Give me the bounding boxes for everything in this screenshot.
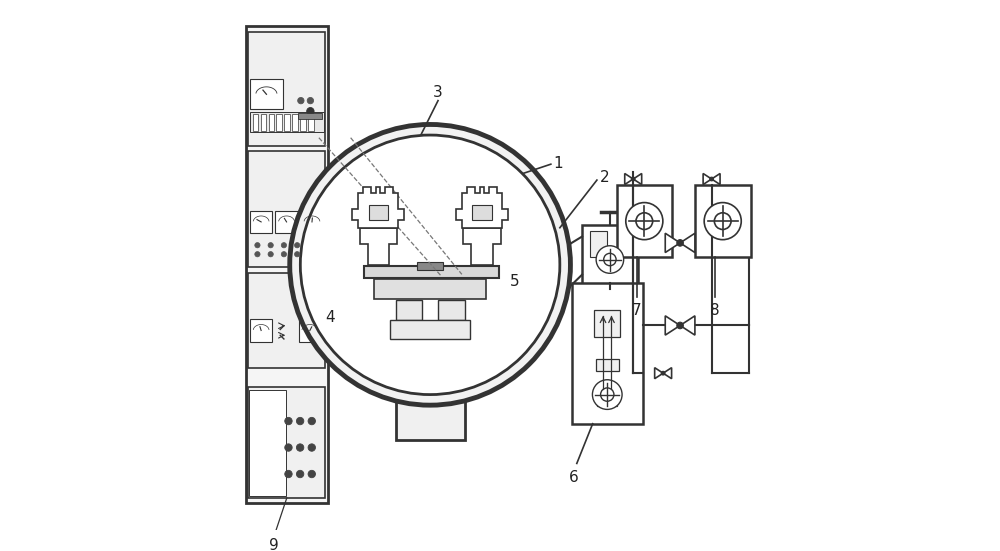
Bar	[695, 185, 751, 257]
Bar	[250, 320, 272, 342]
Bar	[248, 151, 325, 267]
Circle shape	[298, 98, 304, 104]
Bar	[390, 321, 470, 339]
Circle shape	[704, 203, 741, 240]
Circle shape	[290, 125, 570, 405]
Circle shape	[296, 417, 304, 425]
Polygon shape	[663, 368, 672, 379]
Bar	[396, 296, 465, 440]
Circle shape	[661, 371, 665, 375]
Circle shape	[296, 471, 304, 478]
Bar	[292, 115, 298, 131]
Circle shape	[295, 242, 300, 248]
Text: 6: 6	[569, 471, 579, 485]
Circle shape	[308, 471, 315, 478]
Bar	[590, 231, 607, 257]
Circle shape	[677, 322, 683, 329]
Text: 1: 1	[553, 155, 563, 171]
Circle shape	[636, 213, 653, 229]
Circle shape	[308, 417, 315, 425]
Polygon shape	[463, 228, 501, 265]
Bar	[396, 300, 422, 321]
Bar	[249, 390, 286, 496]
Bar	[596, 359, 619, 371]
Circle shape	[710, 177, 713, 181]
Bar	[248, 273, 325, 368]
Polygon shape	[625, 174, 633, 185]
Bar	[250, 112, 324, 132]
Polygon shape	[456, 187, 508, 228]
Circle shape	[307, 107, 314, 115]
Circle shape	[631, 177, 635, 181]
Circle shape	[285, 417, 292, 425]
Bar	[275, 211, 298, 233]
Bar	[369, 205, 388, 220]
Circle shape	[596, 246, 624, 273]
Bar	[253, 115, 258, 131]
Polygon shape	[680, 233, 695, 252]
Bar	[300, 115, 306, 131]
Bar	[250, 79, 283, 109]
Text: 4: 4	[325, 310, 335, 325]
Circle shape	[308, 444, 315, 451]
Bar	[438, 300, 465, 321]
Bar	[374, 279, 486, 299]
Bar	[364, 266, 499, 278]
Polygon shape	[703, 174, 712, 185]
Bar	[248, 387, 325, 498]
Circle shape	[601, 388, 614, 401]
Polygon shape	[360, 228, 397, 265]
Circle shape	[592, 380, 622, 409]
Text: 2: 2	[600, 170, 609, 185]
Circle shape	[268, 252, 273, 257]
Text: 7: 7	[632, 304, 641, 318]
Bar	[308, 115, 314, 131]
Polygon shape	[665, 233, 680, 252]
Bar	[301, 211, 323, 233]
Bar	[472, 205, 492, 220]
Bar	[250, 211, 272, 233]
Bar	[269, 115, 274, 131]
Circle shape	[295, 252, 300, 257]
Circle shape	[268, 242, 273, 248]
Polygon shape	[712, 174, 720, 185]
Bar	[246, 26, 328, 503]
Circle shape	[255, 252, 260, 257]
Circle shape	[300, 135, 560, 395]
Bar	[248, 32, 325, 145]
Circle shape	[285, 444, 292, 451]
Polygon shape	[680, 316, 695, 335]
Circle shape	[604, 253, 616, 266]
Bar	[261, 115, 266, 131]
Circle shape	[714, 213, 731, 229]
Circle shape	[281, 252, 287, 257]
Polygon shape	[352, 187, 404, 228]
Text: 8: 8	[710, 304, 720, 318]
Bar	[617, 185, 672, 257]
Text: 3: 3	[433, 85, 443, 100]
Polygon shape	[665, 316, 680, 335]
Text: 5: 5	[510, 274, 519, 289]
Bar	[597, 394, 617, 406]
Bar	[594, 310, 620, 337]
Bar	[582, 225, 638, 289]
Circle shape	[281, 242, 287, 248]
Circle shape	[626, 203, 663, 240]
Text: 9: 9	[269, 538, 278, 551]
Bar	[299, 320, 321, 342]
Bar	[572, 283, 643, 424]
Bar	[298, 113, 322, 119]
Circle shape	[307, 98, 314, 104]
Circle shape	[255, 242, 260, 248]
Bar	[284, 115, 290, 131]
Circle shape	[296, 444, 304, 451]
Polygon shape	[655, 368, 663, 379]
Circle shape	[677, 240, 683, 246]
Bar	[417, 262, 443, 270]
Bar	[276, 115, 282, 131]
Polygon shape	[633, 174, 642, 185]
Circle shape	[285, 471, 292, 478]
